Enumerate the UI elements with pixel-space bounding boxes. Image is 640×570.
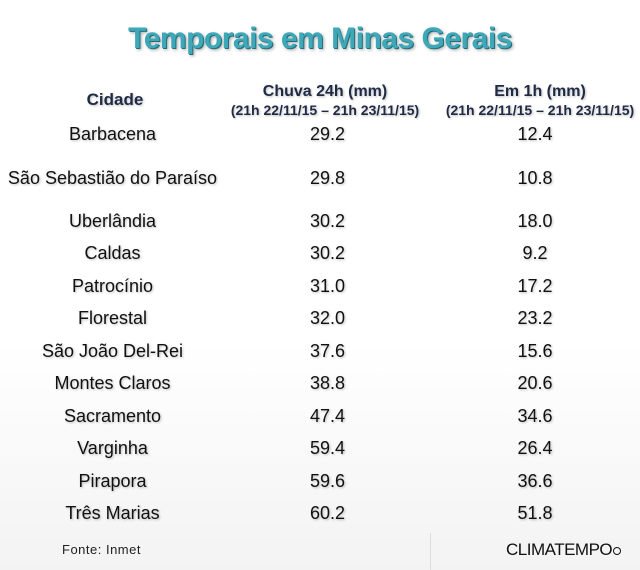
header-rain-24h-label: Chuva 24h (mm) [262,83,388,100]
header-rain-24h-period: (21h 22/11/15 – 21h 23/11/15) [230,102,420,118]
rain-24h-cell: 29.2 [309,124,346,144]
rain-1h-cell: 36.6 [517,471,553,491]
city-cell: Florestal [77,308,148,328]
city-cell: Pirapora [78,471,147,491]
header-rain-1h-period: (21h 22/11/15 – 21h 23/11/15) [445,102,635,118]
header-rain-1h: Em 1h (mm) (21h 22/11/15 – 21h 23/11/15) [440,82,640,120]
city-cell: Três Marias [65,503,160,523]
rain-24h-cell: 60.2 [309,503,346,523]
city-cell: Montes Claros [54,373,171,393]
city-cell: Patrocínio [71,276,154,296]
table-row: Pirapora 59.6 36.6 [0,471,640,501]
rain-24h-cell: 38.8 [309,373,346,393]
rain-24h-cell: 37.6 [309,341,346,361]
table-row: Montes Claros 38.8 20.6 [0,373,640,403]
city-cell: Sacramento [63,406,162,426]
brand-circle-icon [613,546,622,555]
table-row: Varginha 59.4 26.4 [0,438,640,468]
footer-divider [430,533,431,570]
rain-1h-cell: 34.6 [517,406,553,426]
rain-24h-cell: 59.6 [309,471,346,491]
table-row: São João Del-Rei 37.6 15.6 [0,341,640,371]
rain-1h-cell: 12.4 [517,124,553,144]
city-cell: Varginha [77,438,148,458]
rain-24h-cell: 30.2 [309,243,346,263]
rain-24h-cell: 31.0 [309,276,346,296]
header-city: Cidade [86,90,144,109]
rain-24h-cell: 59.4 [309,438,346,458]
rain-1h-cell: 9.2 [522,243,548,263]
rain-1h-cell: 17.2 [517,276,553,296]
table-row: Barbacena 29.2 12.4 [0,124,640,154]
table-row: Caldas 30.2 9.2 [0,243,640,273]
source-note: Fonte: Inmet [62,542,141,557]
header-rain-24h: Chuva 24h (mm) (21h 22/11/15 – 21h 23/11… [220,82,430,120]
brand-logo: CLIMATEMPO [506,540,622,560]
table-row: Uberlândia 30.2 18.0 [0,211,640,241]
table-row: Três Marias 60.2 51.8 [0,503,640,533]
rain-1h-cell: 51.8 [517,503,553,523]
city-cell: São Sebastião do Paraíso [7,168,218,188]
rain-1h-cell: 18.0 [517,211,553,231]
rain-24h-cell: 29.8 [309,168,346,188]
table-row: Patrocínio 31.0 17.2 [0,276,640,306]
rain-1h-cell: 20.6 [517,373,553,393]
rain-1h-cell: 15.6 [517,341,553,361]
rain-24h-cell: 32.0 [309,308,346,328]
rain-1h-cell: 10.8 [517,168,553,188]
table-row: Florestal 32.0 23.2 [0,308,640,338]
city-cell: São João Del-Rei [41,341,184,361]
rain-24h-cell: 47.4 [309,406,346,426]
city-cell: Barbacena [68,124,157,144]
header-rain-1h-label: Em 1h (mm) [494,83,586,100]
rain-1h-cell: 23.2 [517,308,553,328]
rain-24h-cell: 30.2 [309,211,346,231]
rain-1h-cell: 26.4 [517,438,553,458]
table-row: São Sebastião do Paraíso 29.8 10.8 [0,168,640,198]
brand-text: CLIMATEMPO [506,540,613,559]
city-cell: Uberlândia [68,211,157,231]
city-cell: Caldas [84,243,141,263]
page-title: Temporais em Minas Gerais [128,22,512,55]
table-row: Sacramento 47.4 34.6 [0,406,640,436]
